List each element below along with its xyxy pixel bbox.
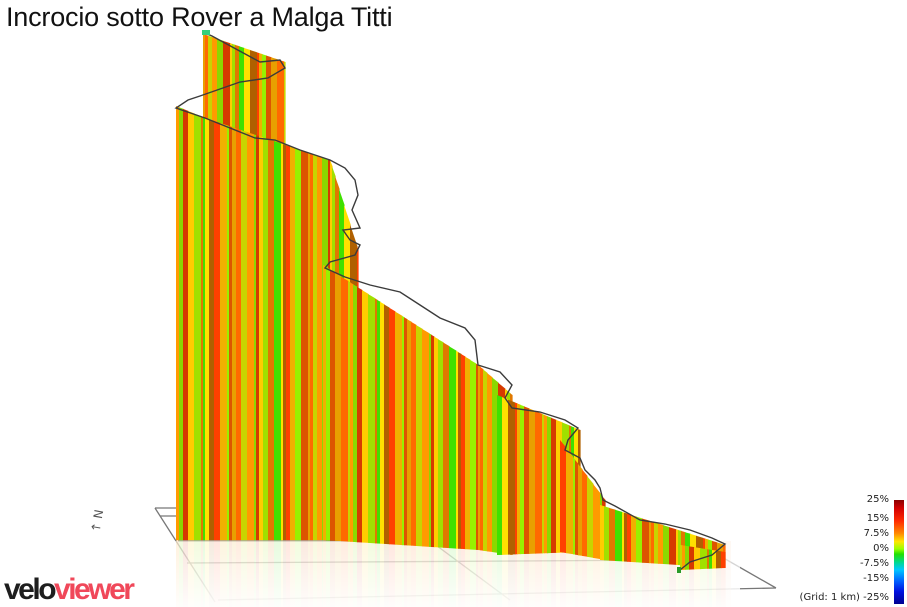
legend-label: -15% — [863, 573, 889, 584]
legend-label: 0% — [873, 543, 889, 554]
legend-label-max: 25% — [866, 494, 889, 505]
legend-label-min: (Grid: 1 km) -25% — [799, 592, 889, 603]
chart-title: Incrocio sotto Rover a Malga Titti — [6, 2, 393, 32]
profile-ribbon — [176, 34, 726, 570]
grid-scale-note: (Grid: 1 km) — [799, 592, 860, 603]
legend-label: 7.5% — [863, 528, 889, 539]
start-marker — [677, 567, 681, 573]
legend-label: -7.5% — [859, 558, 889, 569]
finish-marker — [202, 30, 210, 35]
veloviewer-logo[interactable]: veloviewer — [4, 573, 135, 606]
profile-top-outline — [174, 32, 727, 571]
gradient-legend: 25% 15% 7.5% 0% -7.5% -15% (Grid: 1 km) … — [777, 494, 907, 607]
legend-color-bar — [894, 500, 904, 604]
legend-label: 15% — [866, 513, 889, 524]
